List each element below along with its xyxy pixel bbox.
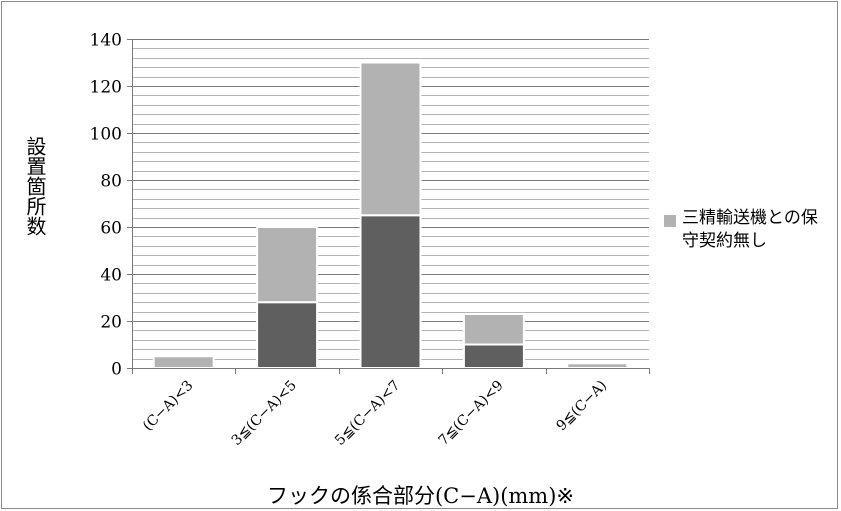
bar-segment [152, 355, 215, 369]
bars [152, 61, 629, 370]
bar-segment [566, 362, 629, 369]
x-tick-label: 5≦(C−A)<7 [332, 378, 403, 449]
bar-segment [256, 226, 319, 304]
y-tick-label: 100 [90, 125, 122, 145]
bar-segment [359, 214, 422, 369]
legend-swatch [664, 215, 676, 227]
y-tick-label: 60 [100, 219, 122, 239]
bar-segment [462, 312, 525, 346]
x-tick-label: (C−A)<3 [140, 378, 197, 435]
bar-segment [256, 301, 319, 370]
legend: 三精輸送機との保守契約無し [664, 207, 832, 253]
x-tick-label: 3≦(C−A)<5 [229, 378, 300, 449]
bar-segment [462, 343, 525, 369]
legend-label: 三精輸送機との保守契約無し [682, 208, 818, 251]
y-tick-label: 80 [100, 172, 122, 192]
x-tick-label: 7≦(C−A)<9 [435, 378, 506, 449]
x-tick-label: 9≦(C−A) [553, 378, 610, 435]
y-tick-label: 120 [90, 78, 122, 98]
y-tick-label: 0 [111, 360, 122, 380]
y-tick-label: 20 [100, 313, 122, 333]
y-axis: 0 20 40 60 80 100 120 140 [90, 31, 133, 380]
x-axis-title: フックの係合部分(C−A)(mm)※ [266, 484, 575, 508]
bar-segment [359, 61, 422, 217]
x-axis: (C−A)<3 3≦(C−A)<5 5≦(C−A)<7 7≦(C−A)<9 9≦(C−A… [132, 368, 650, 449]
y-tick-label: 40 [100, 266, 122, 286]
y-axis-title: 設置箇所数 [23, 136, 47, 236]
y-tick-label: 140 [90, 31, 122, 51]
